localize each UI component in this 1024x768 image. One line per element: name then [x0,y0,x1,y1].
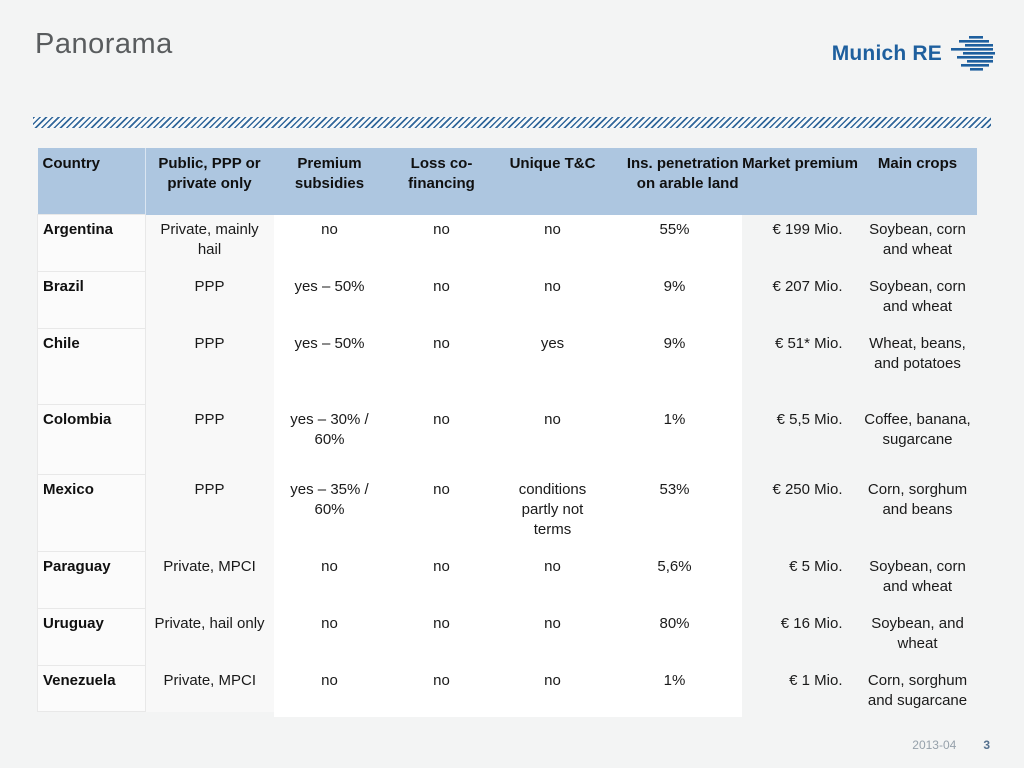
footer-date: 2013-04 [912,738,957,752]
loss-cofinancing-cell: no [385,665,498,712]
country-cell: Paraguay [37,551,146,609]
ins-penetration-cell: 5,6% [607,551,742,609]
table-row-colombia: Colombia PPP yes – 30% / 60% no no 1% € … [37,404,977,475]
table-header-row: Country Public, PPP or private only Prem… [37,148,977,215]
main-crops-cell: Soybean, corn and wheat [869,557,966,595]
table-row-uruguay: Uruguay Private, hail only no no no 80% … [37,608,977,666]
unique-tc-cell: no [497,271,608,329]
table-row-paraguay: Paraguay Private, MPCI no no no 5,6% € 5… [37,551,977,609]
main-crops-cell: Corn, sorghum and beans [867,480,968,518]
market-premium-cell: € 1 Mio. [789,671,843,689]
country-cell: Mexico [37,474,146,552]
market-premium-cell: € 51* Mio. [774,334,843,352]
market-premium-cell: € 16 Mio. [780,614,843,632]
premium-subsidy-cell: no [273,665,386,712]
munich-re-logo: Munich RE [832,36,995,72]
premium-subsidy-cell: no [273,608,386,666]
premium-subsidy-cell: yes – 30% / 60% [273,404,386,475]
market-premium-cell: € 5 Mio. [789,557,843,575]
country-cell: Brazil [37,271,146,329]
unique-tc-cell: no [497,404,608,475]
main-crops-cell: Coffee, banana, sugarcane [864,410,971,448]
column-header-ins-penetration: Ins. penetration on arable land [607,148,742,215]
public-ppp-cell: Private, MPCI [145,551,274,609]
unique-tc-cell: no [497,608,608,666]
unique-tc-cell: conditions partly not terms [497,474,608,552]
country-cell: Uruguay [37,608,146,666]
loss-cofinancing-cell: no [385,474,498,552]
table-row-mexico: Mexico PPP yes – 35% / 60% no conditions… [37,474,977,552]
table-row-argentina: Argentina Private, mainly hail no no no … [37,214,977,272]
premium-subsidy-cell: yes – 35% / 60% [273,474,386,552]
premium-subsidy-cell: no [273,551,386,609]
ins-penetration-cell: 55% [607,214,742,272]
column-header-premium-subsidies: Premium subsidies [273,148,386,215]
country-cell: Chile [37,328,146,405]
public-ppp-cell: PPP [145,328,274,405]
country-cell: Colombia [37,404,146,475]
ins-penetration-cell: 9% [607,271,742,329]
market-premium-cell: € 5,5 Mio. [776,410,843,428]
table-bottom-spacer [38,711,977,717]
country-cell: Venezuela [37,665,146,712]
loss-cofinancing-cell: no [385,271,498,329]
ins-penetration-cell: 53% [607,474,742,552]
column-header-unique-tc: Unique T&C [497,148,608,215]
ins-penetration-cell: 1% [607,665,742,712]
ins-penetration-cell: 1% [607,404,742,475]
market-premium-cell: € 199 Mio. [772,220,843,238]
market-premium-cell: € 207 Mio. [772,277,843,295]
ins-penetration-cell: 9% [607,328,742,405]
slide-footer: 2013-04 3 [912,738,990,752]
public-ppp-cell: Private, hail only [145,608,274,666]
main-crops-cell: Soybean, corn and wheat [869,220,966,258]
table-row-chile: Chile PPP yes – 50% no yes 9% € 51* Mio.… [37,328,977,405]
loss-cofinancing-cell: no [385,551,498,609]
premium-subsidy-cell: yes – 50% [273,271,386,329]
public-ppp-cell: Private, MPCI [145,665,274,712]
table-container: Country Public, PPP or private only Prem… [37,148,977,717]
loss-cofinancing-cell: no [385,608,498,666]
loss-cofinancing-cell: no [385,214,498,272]
hatched-divider [33,117,991,128]
column-header-public-ppp: Public, PPP or private only [145,148,274,215]
table-row-venezuela: Venezuela Private, MPCI no no no 1% € 1 … [37,665,977,712]
column-header-loss-cofinancing: Loss co-financing [385,148,498,215]
column-header-market-premium: Market premium [741,148,859,215]
munich-re-logo-text: Munich RE [831,42,942,65]
unique-tc-cell: yes [497,328,608,405]
page-number: 3 [983,738,990,752]
main-crops-cell: Wheat, beans, and potatoes [869,334,966,372]
market-premium-cell: € 250 Mio. [772,480,843,498]
unique-tc-cell: no [497,214,608,272]
country-cell: Argentina [37,214,146,272]
public-ppp-cell: Private, mainly hail [145,214,274,272]
public-ppp-cell: PPP [145,474,274,552]
ins-penetration-cell: 80% [607,608,742,666]
loss-cofinancing-cell: no [385,404,498,475]
public-ppp-cell: PPP [145,271,274,329]
loss-cofinancing-cell: no [385,328,498,405]
column-header-main-crops: Main crops [858,148,977,215]
unique-tc-cell: no [497,665,608,712]
main-crops-cell: Soybean, corn and wheat [869,277,966,315]
country-comparison-table: Country Public, PPP or private only Prem… [37,148,977,717]
unique-tc-cell: no [497,551,608,609]
main-crops-cell: Soybean, and wheat [871,614,964,652]
main-crops-cell: Corn, sorghum and sugarcane [867,671,968,709]
premium-subsidy-cell: yes – 50% [273,328,386,405]
page-title: Panorama [35,28,173,60]
globe-icon [951,36,995,71]
column-header-country: Country [37,148,146,215]
public-ppp-cell: PPP [145,404,274,475]
premium-subsidy-cell: no [273,214,386,272]
table-row-brazil: Brazil PPP yes – 50% no no 9% € 207 Mio.… [37,271,977,329]
